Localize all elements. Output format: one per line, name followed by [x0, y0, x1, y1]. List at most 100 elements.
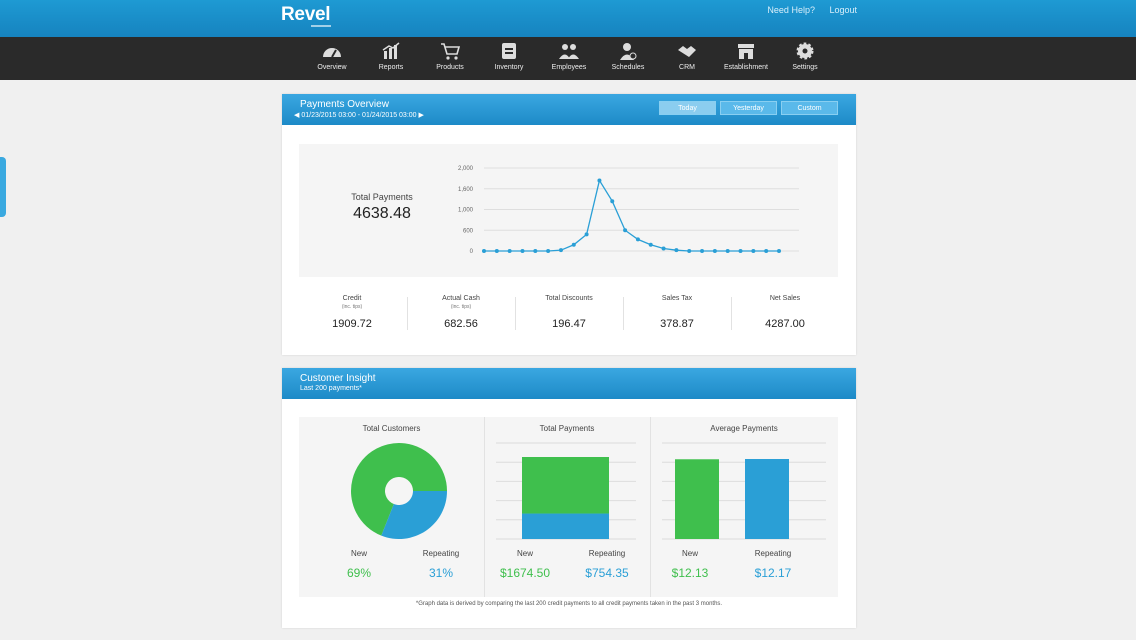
stat-label: Sales Tax [661, 295, 693, 302]
custom-button[interactable]: Custom [781, 101, 838, 115]
graph-footnote: *Graph data is derived by comparing the … [415, 601, 723, 607]
stat-total-discounts: Total Discounts 196.47 [515, 294, 623, 330]
new-value: $1674.50 [499, 566, 551, 580]
nav-label: Inventory [494, 64, 524, 71]
next-date-arrow[interactable]: ▶ [418, 112, 424, 119]
logo-underline [311, 25, 331, 27]
column-title: Total Customers [362, 424, 421, 433]
data-point [610, 199, 615, 204]
side-feedback-tab[interactable] [0, 157, 6, 217]
data-point [674, 248, 679, 253]
y-tick-label: 600 [463, 228, 474, 234]
average-payments-column: Average Payments New Repeating $12.13 $1… [650, 417, 838, 597]
new-value: $12.13 [671, 566, 709, 580]
donut-slice-repeating [381, 491, 447, 539]
prev-date-arrow[interactable]: ◀ [294, 112, 300, 119]
total-payments-label: Total Payments [351, 192, 413, 202]
nav-label: Reports [378, 64, 404, 71]
main-nav: Overview Reports Products Inventory Empl… [0, 37, 1136, 80]
nav-label: Overview [317, 64, 347, 71]
stat-value: 378.87 [660, 318, 694, 330]
employees-icon [559, 44, 579, 59]
stat-sales-tax: Sales Tax 378.87 [623, 294, 731, 330]
data-point [520, 249, 525, 253]
data-point [571, 242, 576, 247]
nav-label: Settings [792, 64, 818, 71]
date-range: ◀ 01/23/2015 03:00 - 01/24/2015 03:00 ▶ [294, 111, 424, 119]
stat-credit: Credit (inc. tips) 1909.72 [298, 294, 406, 330]
data-point [494, 249, 499, 253]
data-point [725, 249, 730, 253]
stack-bar-repeating [522, 513, 609, 539]
revel-logo[interactable]: Revel [281, 4, 331, 25]
y-tick-label: 0 [470, 249, 474, 255]
inventory-icon [502, 43, 516, 59]
stat-value: 196.47 [552, 318, 586, 330]
repeating-value: $754.35 [585, 566, 629, 580]
customer-insight-header: Customer Insight Last 200 payments* [282, 368, 856, 399]
payments-series-line [484, 178, 779, 252]
data-point [533, 249, 538, 253]
divider [407, 297, 408, 330]
data-point [623, 228, 628, 233]
logout-link[interactable]: Logout [829, 5, 857, 15]
panel-subtitle: Last 200 payments* [300, 385, 362, 392]
y-tick-label: 2,000 [458, 166, 474, 172]
data-point [648, 242, 653, 247]
stat-label: Actual Cash [442, 295, 480, 302]
y-tick-label: 1,000 [458, 208, 474, 214]
nav-reports[interactable]: Reports [361, 41, 421, 71]
stat-sublabel: (inc. tips) [450, 304, 472, 310]
insight-charts-area: Total Customers New Repeating 69% 31% To… [299, 417, 838, 597]
today-button[interactable]: Today [659, 101, 716, 115]
nav-crm[interactable]: CRM [657, 41, 717, 71]
nav-products[interactable]: Products [420, 41, 480, 71]
repeating-label: Repeating [422, 549, 460, 558]
column-title: Average Payments [710, 424, 778, 433]
total-payments-value: 4638.48 [353, 205, 411, 222]
payments-stacked-bar-chart [496, 442, 636, 540]
nav-overview[interactable]: Overview [302, 41, 362, 71]
gear-icon [796, 42, 814, 60]
nav-schedules[interactable]: Schedules [598, 41, 658, 71]
column-title: Total Payments [539, 424, 595, 433]
divider [515, 297, 516, 330]
payments-overview-panel: Payments Overview ◀ 01/23/2015 03:00 - 0… [282, 94, 856, 355]
total-payments-column: Total Payments New Repeating $1674.50 $7… [484, 417, 651, 597]
payments-chart-area: Total Payments 4638.48 2,000 1,600 1,000 60… [299, 144, 838, 277]
nav-inventory[interactable]: Inventory [479, 41, 539, 71]
data-point [584, 232, 589, 237]
average-bar-chart [662, 442, 826, 540]
stat-value: 4287.00 [765, 318, 805, 330]
payments-overview-header: Payments Overview ◀ 01/23/2015 03:00 - 0… [282, 94, 856, 125]
nav-settings[interactable]: Settings [775, 41, 835, 71]
data-point [558, 248, 563, 253]
stat-value: 682.56 [444, 318, 478, 330]
data-point [700, 249, 705, 253]
need-help-link[interactable]: Need Help? [767, 5, 815, 15]
data-point [635, 237, 640, 242]
data-point [482, 249, 486, 253]
nav-establishment[interactable]: Establishment [716, 41, 776, 71]
schedule-user-icon [620, 43, 637, 60]
stat-value: 1909.72 [332, 318, 372, 330]
nav-label: CRM [679, 64, 695, 71]
yesterday-button[interactable]: Yesterday [720, 101, 777, 115]
stat-actual-cash: Actual Cash (inc. tips) 682.56 [407, 294, 515, 330]
nav-employees[interactable]: Employees [539, 41, 599, 71]
repeating-value: 31% [428, 566, 454, 580]
customers-donut-chart [351, 443, 447, 539]
nav-label: Schedules [611, 64, 645, 71]
donut-slice-new [351, 443, 447, 536]
stat-sublabel: (inc. tips) [341, 304, 363, 310]
nav-label: Establishment [724, 64, 768, 71]
stat-net-sales: Net Sales 4287.00 [731, 294, 839, 330]
stat-label: Total Discounts [545, 295, 593, 302]
panel-title: Customer Insight [300, 373, 376, 384]
stack-bar-new [522, 457, 609, 514]
repeating-label: Repeating [754, 549, 792, 558]
date-range-text: 01/23/2015 03:00 - 01/24/2015 03:00 [301, 112, 417, 119]
shopping-cart-icon [441, 43, 461, 60]
handshake-icon [678, 46, 696, 57]
header-links: Need Help? Logout [755, 5, 857, 15]
